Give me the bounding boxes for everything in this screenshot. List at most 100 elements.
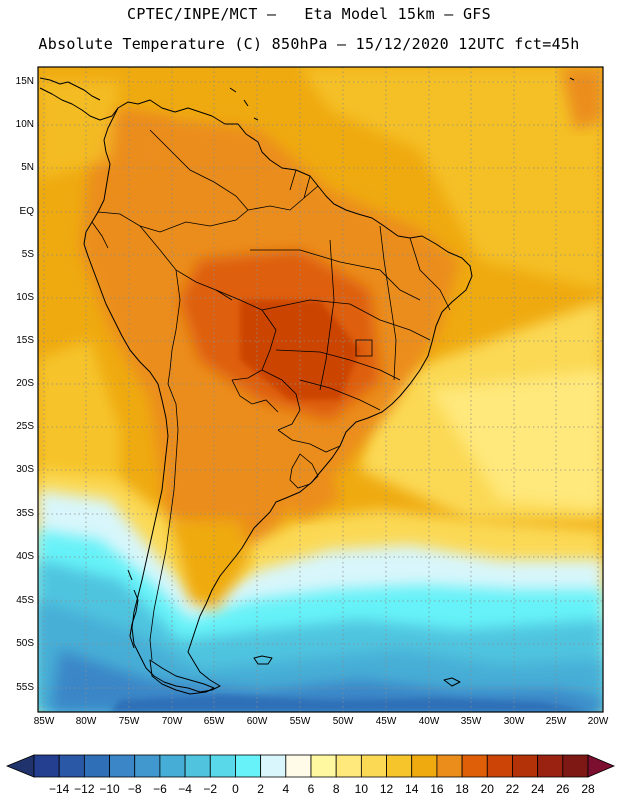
colorbar-label: 24 (530, 782, 545, 796)
lat-label: EQ (19, 206, 34, 217)
lon-label: 70W (161, 716, 183, 727)
colorbar-swatch (486, 754, 513, 778)
lat-label: 35S (16, 508, 34, 519)
colorbar-label: −2 (203, 782, 218, 796)
colorbar-swatch (109, 754, 136, 778)
colorbar-label: −14 (48, 782, 70, 796)
colorbar-swatch (537, 754, 564, 778)
coastlines (39, 77, 575, 695)
colorbar-label: 18 (455, 782, 469, 796)
colorbar (5, 754, 616, 778)
border-brazil-states-2 (261, 299, 431, 341)
border-colombia-ecuador-peru (97, 209, 249, 233)
border-peru-brazil (139, 225, 233, 301)
colorbar-swatch (411, 754, 438, 778)
lat-label: 10N (15, 119, 34, 130)
lon-label: 20W (587, 716, 609, 727)
field-south-blue3 (50, 650, 603, 712)
colorbar-label: 12 (379, 782, 394, 796)
colorbar-swatch (562, 754, 589, 778)
colorbar-label: 26 (556, 782, 570, 796)
colorbar-label: 6 (307, 782, 315, 796)
lon-label: 60W (246, 716, 268, 727)
lon-label: 85W (33, 716, 55, 727)
lon-label: 55W (289, 716, 311, 727)
border-colombia-venezuela (149, 129, 249, 211)
map-frame (37, 66, 604, 713)
colorbar-swatch (209, 754, 236, 778)
temperature-field (38, 67, 603, 712)
colorbar-swatch (33, 754, 60, 778)
colorbar-swatch (159, 754, 186, 778)
south-america-coast (83, 99, 473, 693)
colorbar-label: −8 (127, 782, 142, 796)
border-argentina-brazil (277, 429, 341, 453)
lon-label: 40W (418, 716, 440, 727)
border-peru-bolivia (167, 269, 181, 385)
border-brazil-states-7 (409, 237, 451, 311)
colorbar-swatch (335, 754, 362, 778)
colorbar-swatch (260, 754, 287, 778)
border-brazil-states-1 (250, 249, 421, 301)
lon-label: 35W (460, 716, 482, 727)
colorbar-label: 16 (430, 782, 444, 796)
field-hottest-core (240, 300, 360, 400)
caribbean-islands (229, 77, 575, 121)
central-america-coast (39, 77, 119, 121)
lat-label: 45S (16, 595, 34, 606)
colorbar-swatch (360, 754, 387, 778)
border-brazil-states-6 (379, 225, 397, 381)
island-atlantic (443, 677, 461, 687)
colorbar-swatch (386, 754, 413, 778)
falklands (253, 655, 273, 665)
colorbar-label: 4 (282, 782, 290, 796)
lon-label: 80W (75, 716, 97, 727)
border-ecuador-peru (91, 221, 109, 249)
country-borders (91, 129, 451, 661)
colorbar-label: −6 (153, 782, 167, 796)
lat-label: 5N (21, 162, 34, 173)
colorbar-label: 14 (405, 782, 419, 796)
colorbar-swatch (310, 754, 337, 778)
field-patagonia-tongue (170, 520, 250, 610)
field-north-pacific (38, 80, 120, 180)
colorbar-label: −4 (178, 782, 192, 796)
lon-label: 50W (332, 716, 354, 727)
field-atlantic-warm-band (430, 370, 603, 510)
lat-label: 40S (16, 551, 34, 562)
border-brazil-states-5 (319, 239, 335, 391)
colorbar-swatch (461, 754, 488, 778)
border-bolivia-paraguay (231, 379, 279, 413)
colorbar-label: 8 (332, 782, 340, 796)
colorbar-label: 20 (480, 782, 494, 796)
lat-label: 15N (15, 76, 34, 87)
colorbar-swatch (83, 754, 110, 778)
border-guianas (289, 169, 311, 199)
colorbar-label: 2 (257, 782, 264, 796)
colorbar-swatch (134, 754, 161, 778)
lat-label: 55S (16, 682, 34, 693)
lon-label: 25W (545, 716, 567, 727)
lon-label: 75W (118, 716, 140, 727)
lat-label: 50S (16, 638, 34, 649)
lat-label: 10S (16, 292, 34, 303)
lat-label: 30S (16, 464, 34, 475)
border-paraguay-brazil (261, 369, 301, 431)
field-atlantic-north (300, 67, 603, 290)
field-south-blue4 (110, 695, 600, 712)
colorbar-label: 0 (232, 782, 239, 796)
colorbar-over-arrow (587, 754, 616, 778)
colorbar-label: 28 (581, 782, 595, 796)
lon-label: 30W (503, 716, 525, 727)
border-brazil-north (247, 185, 319, 211)
title-line-2: Absolute Temperature (C) 850hPa – 15/12/… (38, 35, 580, 53)
field-pacific-band (38, 340, 120, 500)
lat-label: 25S (16, 421, 34, 432)
pantanal-box (355, 339, 373, 357)
border-chile-argentina (149, 383, 179, 661)
colorbar-under-arrow (5, 754, 35, 778)
colorbar-swatch (184, 754, 211, 778)
lat-label: 15S (16, 335, 34, 346)
colorbar-swatch (512, 754, 539, 778)
